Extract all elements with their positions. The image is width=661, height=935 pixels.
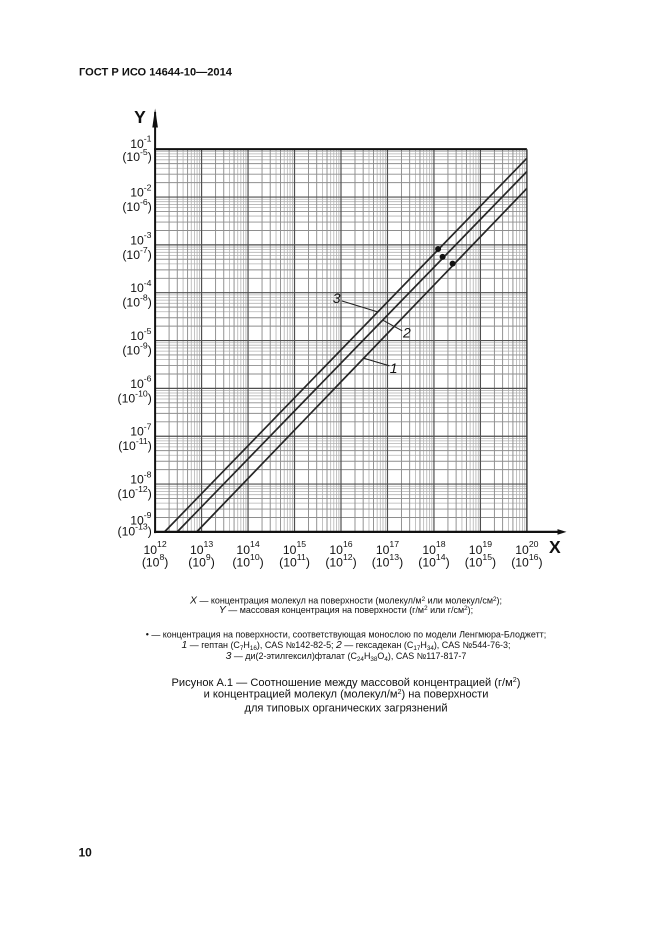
svg-text:1: 1 [390,360,398,376]
svg-text:(108): (108) [142,552,169,569]
svg-text:Y — массовая концентрация на п: Y — массовая концентрация на поверхности… [219,605,473,616]
svg-text:Y: Y [134,107,146,127]
svg-text:(10-5): (10-5) [122,147,151,164]
svg-text:3 — ди(2-этилгексил)фталат (C2: 3 — ди(2-этилгексил)фталат (C24​H38​O4​)… [226,651,467,663]
svg-text:(1013): (1013) [372,552,403,569]
svg-text:(10-13): (10-13) [118,522,152,539]
svg-text:(109): (109) [188,552,215,569]
svg-text:(1014): (1014) [418,552,449,569]
svg-text:ГОСТ Р ИСО 14644-10—2014: ГОСТ Р ИСО 14644-10—2014 [79,67,233,79]
svg-text:(10-6): (10-6) [122,197,151,214]
svg-text:(10-7): (10-7) [122,245,151,262]
svg-text:1 — гептан (C7​H16​), CAS №142: 1 — гептан (C7​H16​), CAS №142-82-5; 2 —… [182,640,511,652]
svg-text:(1012): (1012) [325,552,356,569]
svg-text:X: X [549,537,561,557]
svg-text:(1016): (1016) [511,552,542,569]
svg-text:(1015): (1015) [465,552,496,569]
svg-text:(10-10): (10-10) [118,388,152,405]
svg-text:(10-11): (10-11) [118,436,152,453]
svg-text:10: 10 [79,846,93,860]
svg-text:(10-8): (10-8) [122,293,151,310]
svg-text:• — концентрация на поверхност: • — концентрация на поверхности, соответ… [146,630,547,640]
svg-text:(10-12): (10-12) [118,484,152,501]
svg-text:Рисунок А.1 — Соотношение межд: Рисунок А.1 — Соотношение между массовой… [172,675,521,689]
svg-text:2: 2 [402,324,411,340]
svg-text:(1010): (1010) [232,552,263,569]
svg-text:(10-9): (10-9) [122,340,151,357]
svg-text:и концентрацией молекул (молек: и концентрацией молекул (молекул/м2​) на… [204,687,489,701]
svg-text:3: 3 [333,290,341,306]
svg-text:X — концентрация молекул на по: X — концентрация молекул на поверхности … [189,596,502,607]
svg-text:для типовых органических загря: для типовых органических загрязнений [244,702,447,714]
svg-text:(1011): (1011) [279,552,310,569]
